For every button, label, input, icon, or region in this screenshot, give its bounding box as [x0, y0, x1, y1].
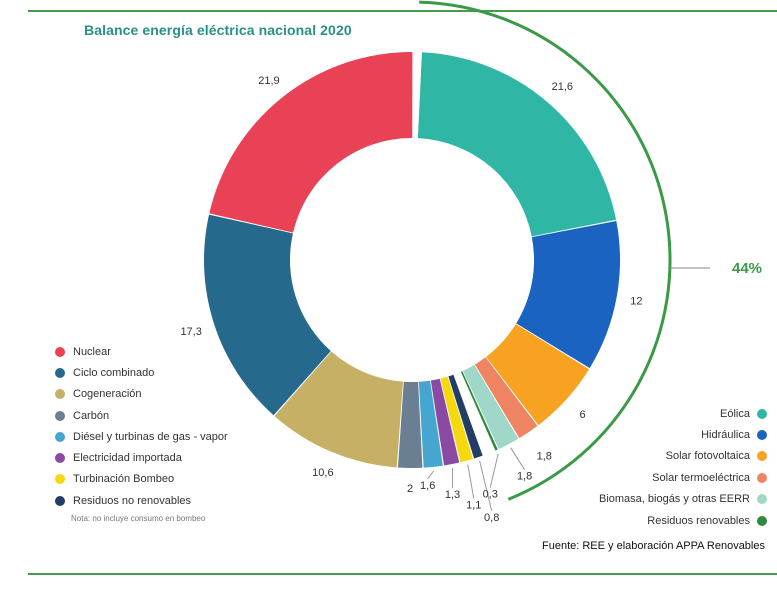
leader-line [489, 453, 499, 488]
legend-swatch [55, 474, 65, 485]
legend-label: Eólica [720, 407, 750, 420]
renewable-share-label: 44% [732, 260, 762, 277]
legend-item-biomasa-biogas-y-otras-eerr: Biomasa, biogás y otras EERR [599, 489, 767, 510]
legend-swatch [757, 515, 767, 526]
legend-swatch [55, 367, 65, 378]
value-label-electricidad-importada: 1,3 [445, 489, 460, 501]
legend-left: Nuclear Ciclo combinado Cogeneración Carbón… [55, 341, 228, 511]
chart-title: Balance energía eléctrica nacional 2020 [84, 22, 352, 38]
slice-residuos-renovables [460, 371, 498, 451]
value-label-residuos-no-renovables: 0,8 [484, 512, 499, 524]
legend-item-solar-fotovoltaica: Solar fotovoltaica [599, 446, 767, 467]
leader-line [510, 447, 526, 470]
legend-item-hidraulica: Hidráulica [599, 424, 767, 445]
legend-item-nuclear: Nuclear [55, 341, 228, 362]
legend-item-diesel-y-turbinas-de-gas-vapor: Diésel y turbinas de gas - vapor [55, 426, 228, 447]
slice-cogeneracion [274, 351, 404, 468]
legend-label: Cogeneración [73, 388, 142, 401]
source-caption: Fuente: REE y elaboración APPA Renovable… [542, 540, 765, 552]
slice-electricidad-importada [430, 378, 460, 466]
legend-label: Nuclear [73, 345, 111, 358]
value-label-solar-fotovoltaica: 6 [580, 409, 586, 421]
chart-note: Nota: no incluye consumo en bombeo [71, 514, 206, 523]
slice-biomasa-biogas-y-otras-eerr [462, 364, 519, 449]
value-label-ciclo-combinado: 17,3 [180, 326, 201, 338]
slice-eolica [417, 52, 617, 237]
legend-item-residuos-no-renovables: Residuos no renovables [55, 490, 228, 511]
legend-swatch [757, 472, 767, 483]
legend-swatch [55, 410, 65, 421]
slice-nuclear [209, 52, 413, 233]
value-label-hidraulica: 12 [630, 296, 642, 308]
value-labels: 21,6 12 6 1,8 1,8 0,3 0,81,1 1,3 1,6 2 10,6 17,3 21,… [180, 75, 642, 524]
label-leader-lines [427, 447, 526, 512]
legend-label: Electricidad importada [73, 452, 182, 465]
slice-hidraulica [516, 221, 620, 369]
donut-slices [204, 52, 620, 469]
legend-item-turbinacion-bombeo: Turbinación Bombeo [55, 469, 228, 490]
legend-label: Turbinación Bombeo [73, 473, 175, 486]
legend-swatch [55, 495, 65, 506]
slice-ciclo-combinado [204, 214, 331, 416]
top-rule [28, 10, 777, 12]
legend-item-ciclo-combinado: Ciclo combinado [55, 362, 228, 383]
value-label-cogeneracion: 10,6 [312, 467, 333, 479]
slice-residuos-no-renovables [448, 374, 483, 459]
value-label-diesel-y-turbinas-de-gas-vapor: 1,6 [420, 480, 435, 492]
bottom-rule [28, 573, 777, 575]
bracket-arc [419, 0, 672, 501]
slice-carbon [397, 381, 423, 469]
legend-label: Diésel y turbinas de gas - vapor [73, 430, 228, 443]
legend-right: Eólica Hidráulica Solar fotovoltaica Solar … [599, 403, 767, 531]
legend-label: Residuos renovables [647, 514, 750, 527]
legend-item-residuos-renovables: Residuos renovables [599, 510, 767, 531]
legend-item-cogeneracion: Cogeneración [55, 384, 228, 405]
slice-turbinacion-bombeo [440, 376, 473, 463]
value-label-eolica: 21,6 [552, 81, 573, 93]
legend-swatch [757, 430, 767, 441]
value-label-solar-termoelectrica: 1,8 [537, 450, 552, 462]
legend-label: Carbón [73, 409, 110, 422]
legend-item-electricidad-importada: Electricidad importada [55, 447, 228, 468]
legend-swatch [757, 494, 767, 505]
legend-swatch [55, 431, 65, 442]
leader-line [427, 470, 435, 480]
leader-line [479, 460, 493, 512]
slice-solar-termoelectrica [474, 357, 538, 439]
legend-label: Residuos no renovables [73, 494, 192, 507]
value-label-turbinacion-bombeo: 1,1 [466, 500, 481, 512]
legend-swatch [757, 451, 767, 462]
value-label-biomasa-biogas-y-otras-eerr: 1,8 [517, 471, 532, 483]
legend-item-eolica: Eólica [599, 403, 767, 424]
legend-swatch [55, 389, 65, 400]
legend-label: Ciclo combinado [73, 366, 155, 379]
legend-item-carbon: Carbón [55, 405, 228, 426]
legend-swatch [55, 453, 65, 464]
slice-diesel-y-turbinas-de-gas-vapor [418, 380, 443, 468]
leader-line [467, 464, 475, 499]
legend-label: Hidráulica [701, 429, 750, 442]
slice-solar-fotovoltaica [486, 324, 590, 426]
legend-label: Solar fotovoltaica [665, 450, 750, 463]
legend-item-solar-termoelectrica: Solar termoeléctrica [599, 467, 767, 488]
legend-label: Biomasa, biogás y otras EERR [598, 493, 750, 506]
legend-swatch [757, 408, 767, 419]
legend-swatch [55, 346, 65, 357]
value-label-residuos-renovables: 0,3 [483, 489, 498, 501]
value-label-nuclear: 21,9 [258, 75, 279, 87]
value-label-carbon: 2 [407, 483, 413, 495]
renewable-share-bracket: 44% [419, 0, 762, 501]
legend-label: Solar termoeléctrica [652, 471, 750, 484]
